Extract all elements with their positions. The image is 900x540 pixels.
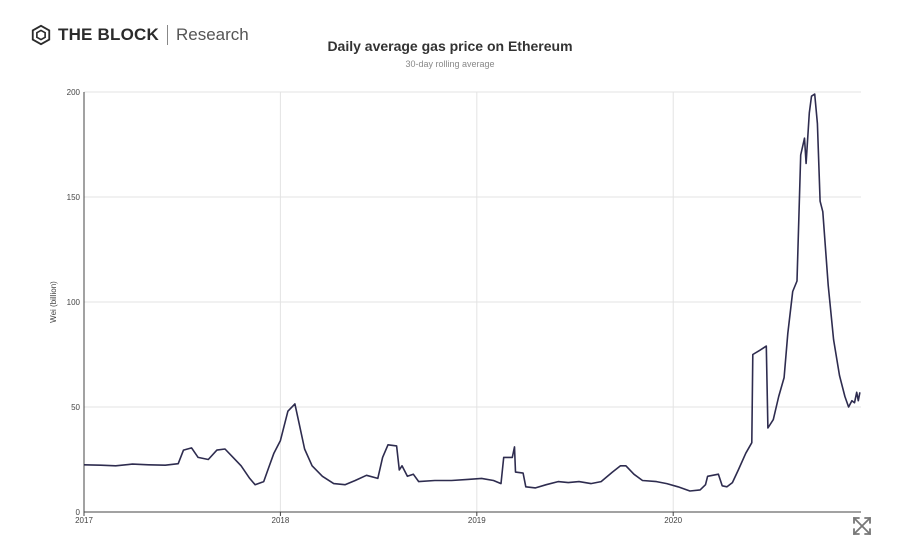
brand-header: THE BLOCK Research (30, 22, 249, 48)
brand-name: THE BLOCK (58, 25, 159, 44)
y-tick-label: 0 (76, 508, 81, 517)
x-tick-label: 2017 (75, 516, 93, 525)
brand-subtitle: Research (175, 25, 249, 44)
y-tick-label: 50 (71, 403, 80, 412)
x-tick-label: 2018 (272, 516, 290, 525)
chart-subtitle: 30-day rolling average (405, 59, 495, 69)
y-tick-label: 200 (67, 88, 81, 97)
y-tick-label: 100 (67, 298, 81, 307)
the-block-logo-icon (31, 24, 51, 46)
expand-arrows-icon[interactable] (852, 516, 872, 536)
x-tick-label: 2019 (468, 516, 486, 525)
x-tick-label: 2020 (664, 516, 682, 525)
y-axis-label: Wei (billion) (49, 281, 58, 323)
brand-separator (166, 25, 168, 45)
y-tick-label: 150 (67, 193, 81, 202)
chart-title: Daily average gas price on Ethereum (327, 38, 573, 54)
series-line (83, 93, 861, 492)
